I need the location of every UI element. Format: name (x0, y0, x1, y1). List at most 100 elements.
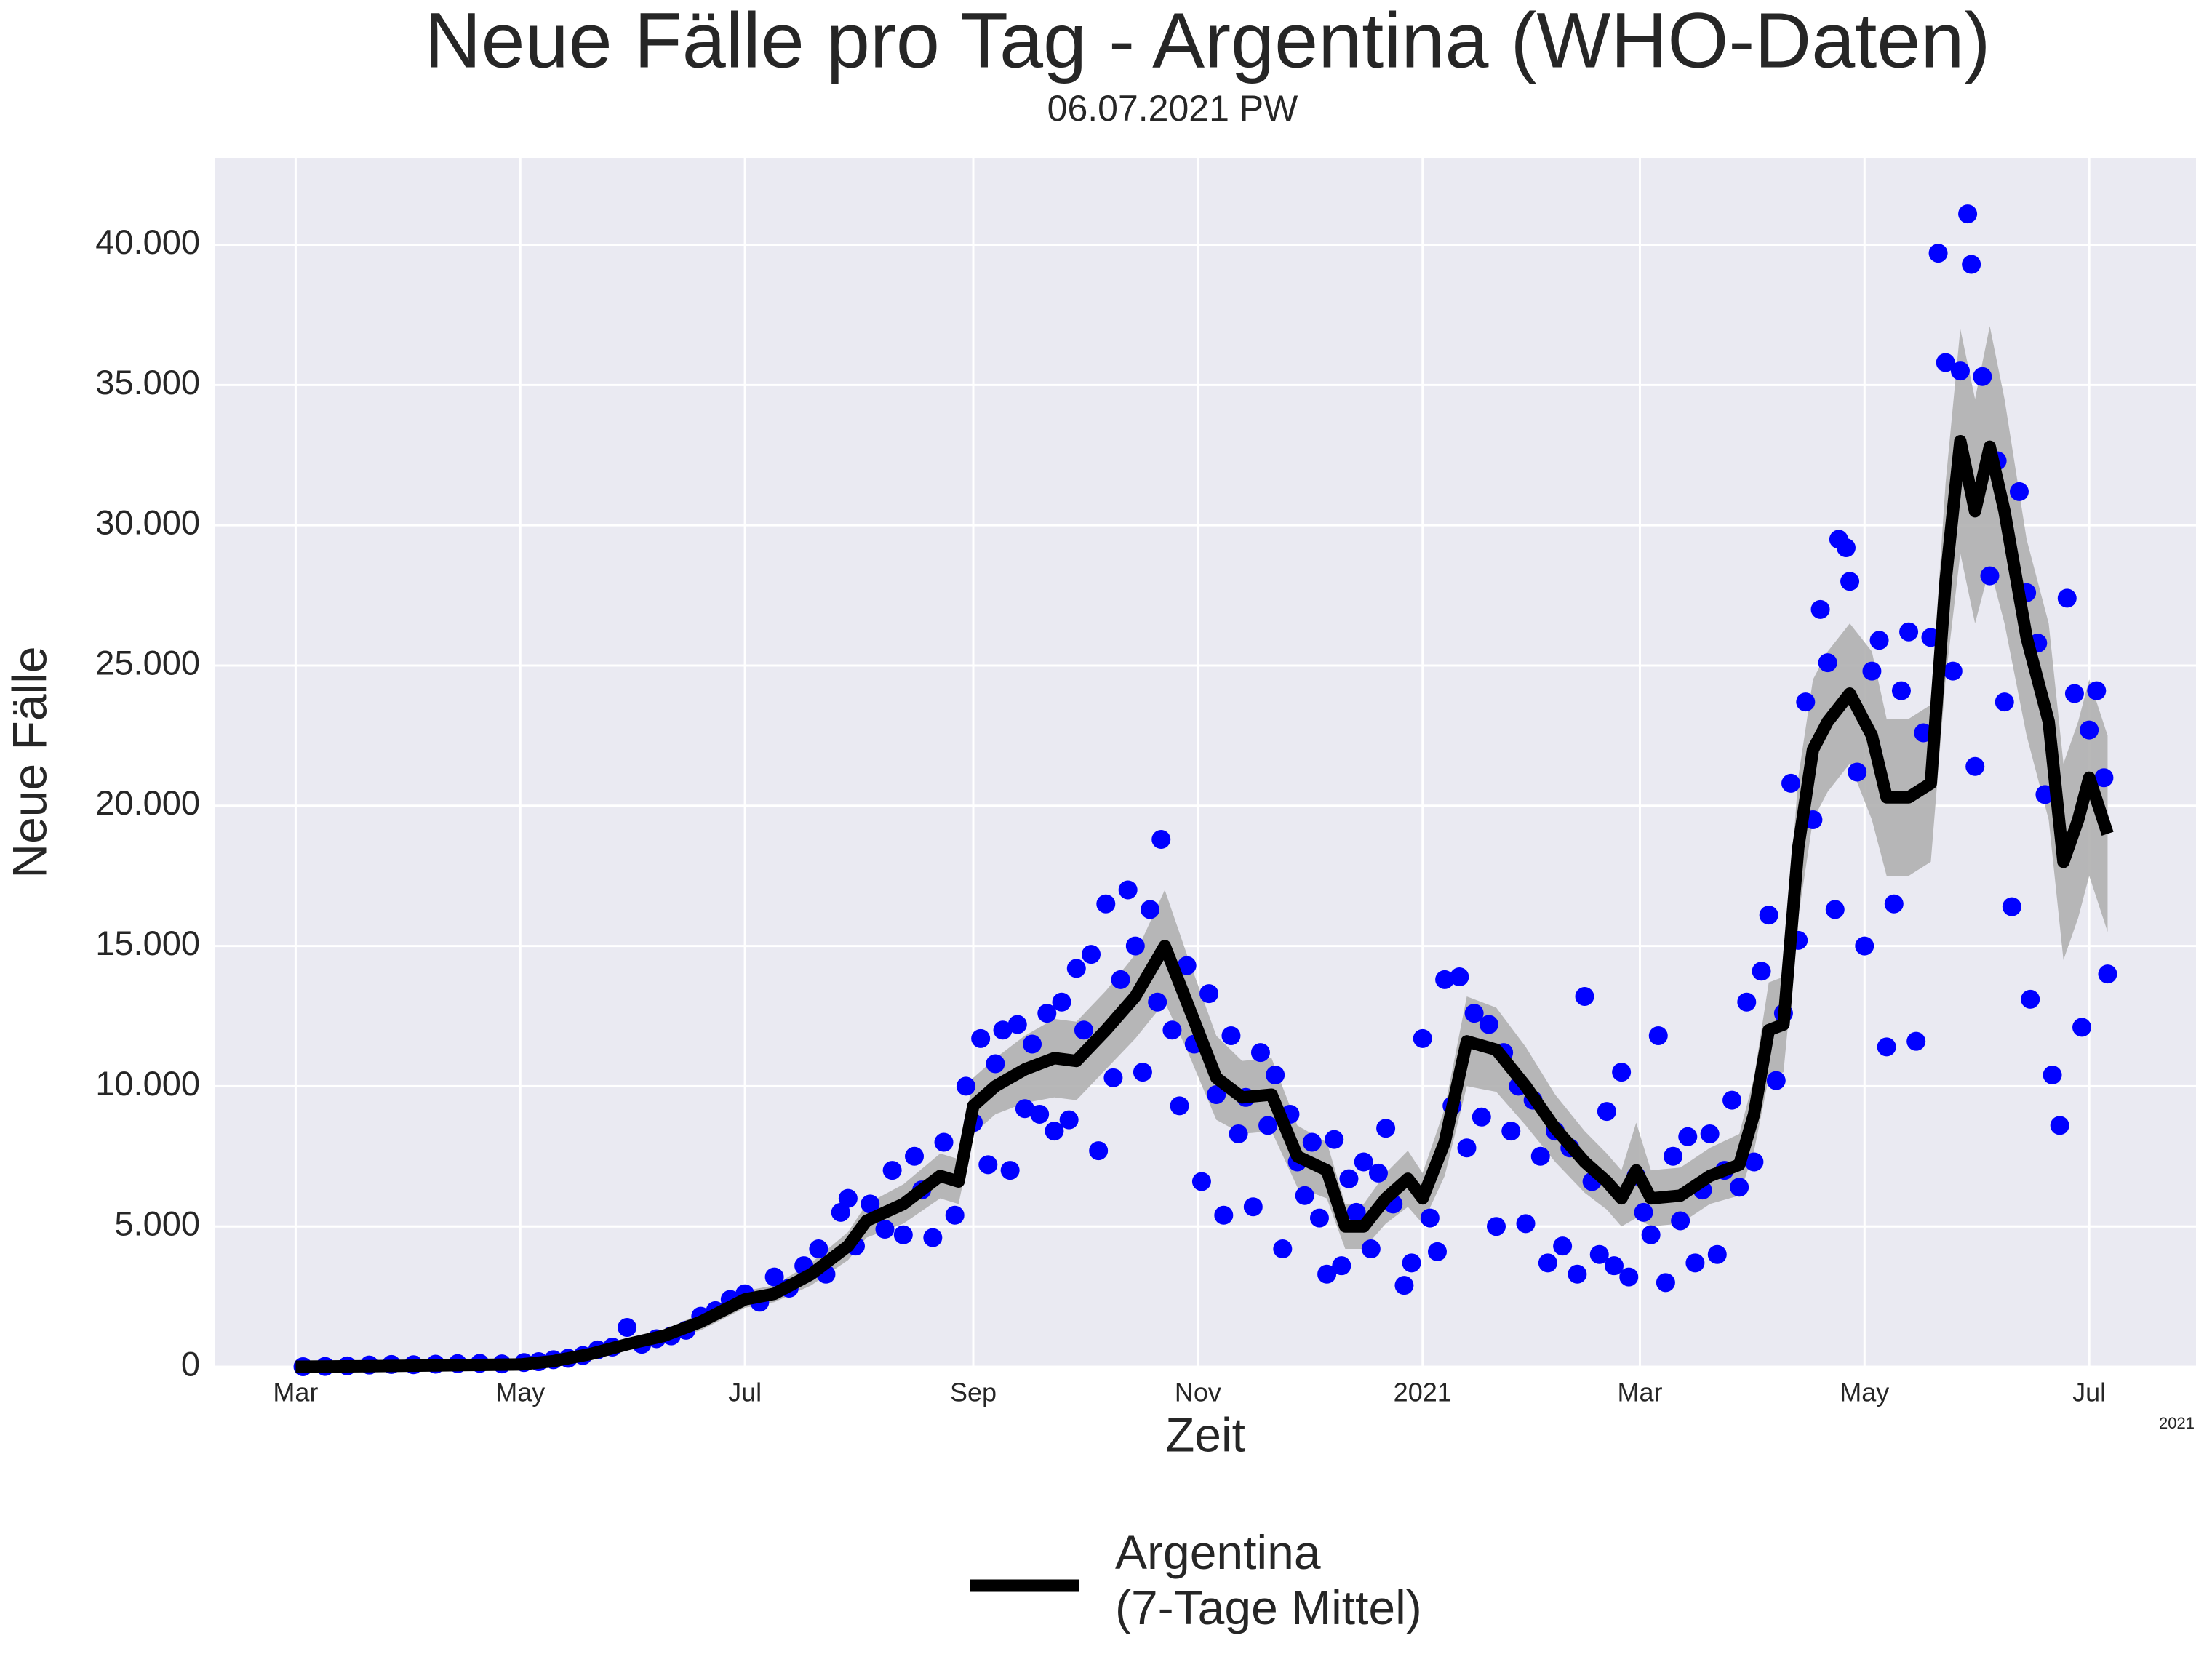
data-point (2094, 768, 2114, 788)
data-point (1612, 1063, 1632, 1082)
data-point (1899, 622, 1919, 642)
y-tick-label: 25.000 (95, 643, 200, 682)
data-point (1141, 900, 1160, 919)
data-point (1258, 1116, 1278, 1135)
data-point (809, 1239, 828, 1259)
data-point (971, 1028, 991, 1048)
x-tick-label: Jul (2072, 1378, 2106, 1407)
y-tick-label: 5.000 (114, 1204, 200, 1243)
data-point (1962, 255, 1981, 274)
data-point (1243, 1197, 1263, 1217)
x-tick-label: May (1840, 1378, 1889, 1407)
data-point (1096, 894, 1116, 914)
data-point (1000, 1161, 1020, 1180)
data-point (1309, 1208, 1329, 1228)
data-point (1317, 1264, 1337, 1284)
data-point (1151, 830, 1171, 850)
x-tick-label: May (495, 1378, 545, 1407)
data-point (1825, 900, 1845, 919)
data-point (1568, 1264, 1587, 1284)
data-point (1950, 361, 1970, 381)
data-point (1671, 1211, 1690, 1231)
data-point (831, 1202, 850, 1222)
data-point (1030, 1104, 1050, 1124)
data-point (1589, 1244, 1609, 1264)
data-point (993, 1020, 1013, 1040)
data-point (1877, 1037, 1896, 1057)
data-point (1664, 1146, 1683, 1166)
data-point (1214, 1205, 1234, 1225)
data-point (923, 1228, 943, 1247)
data-point (1074, 1020, 1093, 1040)
data-point (2050, 1116, 2069, 1135)
data-point (1346, 1202, 1366, 1222)
data-point (1464, 1004, 1484, 1023)
data-point (1376, 1119, 1396, 1138)
data-point (1427, 1242, 1447, 1261)
data-point (1722, 1090, 1742, 1110)
data-point (2087, 681, 2107, 700)
data-point (1229, 1124, 1248, 1143)
data-point (1575, 986, 1594, 1006)
data-point (1973, 367, 1992, 386)
data-point (1402, 1253, 1421, 1273)
data-point (861, 1194, 880, 1214)
data-point (1848, 762, 1867, 782)
data-point (2072, 1018, 2092, 1037)
data-point (1361, 1239, 1381, 1259)
x-tick-label: Sep (950, 1378, 997, 1407)
data-point (1007, 1015, 1027, 1034)
data-point (1118, 880, 1138, 900)
data-point (1707, 1244, 1727, 1264)
data-point (1133, 1063, 1152, 1082)
data-point (1634, 1202, 1653, 1222)
data-point (893, 1225, 913, 1244)
data-point (1472, 1107, 1491, 1127)
data-point (1332, 1256, 1351, 1276)
data-point (956, 1076, 975, 1096)
data-point (1891, 681, 1911, 700)
data-point (1457, 1138, 1477, 1158)
data-point (1943, 661, 1963, 681)
data-point (2064, 684, 2084, 703)
data-point (1221, 1026, 1241, 1045)
data-point (1059, 1110, 1079, 1130)
x-offset-label: 2021 (2159, 1414, 2195, 1432)
data-point (1744, 1152, 1764, 1172)
data-point (1759, 906, 1778, 925)
data-point (1486, 1217, 1506, 1236)
data-point (1936, 353, 1955, 372)
data-point (1207, 1084, 1226, 1104)
data-point (1273, 1239, 1293, 1259)
data-point (1958, 204, 1978, 224)
data-point (1530, 1146, 1550, 1166)
data-point (1648, 1026, 1668, 1045)
y-tick-label: 30.000 (95, 503, 200, 542)
data-point (1965, 756, 1985, 776)
y-tick-label: 20.000 (95, 783, 200, 822)
legend-label: Argentina (7-Tage Mittel) (1115, 1525, 1422, 1634)
data-point (1162, 1020, 1182, 1040)
data-point (1295, 1186, 1314, 1205)
data-point (1796, 692, 1816, 712)
data-point (1479, 1015, 1498, 1034)
data-point (1605, 1256, 1624, 1276)
data-point (875, 1220, 895, 1239)
x-axis-label: Zeit (1165, 1407, 1245, 1461)
data-point (1015, 1099, 1034, 1119)
data-point (764, 1267, 784, 1287)
data-point (1111, 970, 1130, 989)
data-point (1302, 1132, 1322, 1152)
data-point (1869, 631, 1889, 650)
y-tick-label: 35.000 (95, 363, 200, 401)
data-point (1855, 936, 1874, 956)
data-point (1737, 992, 1757, 1012)
data-point (905, 1146, 925, 1166)
data-point (1148, 992, 1167, 1012)
y-tick-label: 15.000 (95, 924, 200, 962)
average-line (295, 434, 2114, 1373)
data-point (1766, 1071, 1786, 1090)
data-point (882, 1161, 902, 1180)
